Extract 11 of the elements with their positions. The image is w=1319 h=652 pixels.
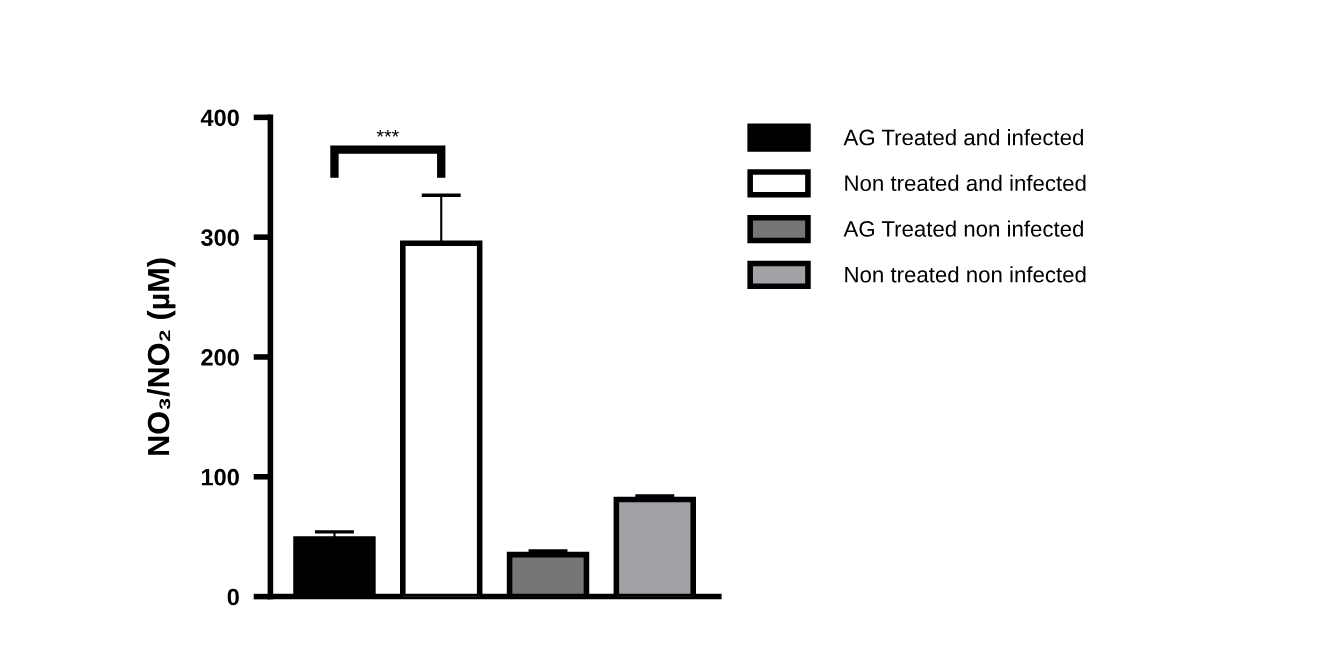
y-tick-label: 100 [201, 468, 239, 486]
y-tick-label: 0 [227, 588, 239, 606]
legend-label: Non treated non infected [845, 266, 1086, 283]
y-axis-title: NO₃/NO₂ (µM) [146, 258, 176, 455]
legend-label: AG Treated and infected [843, 129, 1083, 146]
annotation: *** [376, 129, 399, 137]
y-tick-label: 400 [200, 109, 239, 127]
y-tick-label: 200 [201, 349, 239, 366]
legend-label: AG Treated non infected [843, 220, 1083, 237]
y-tick-label: 300 [200, 229, 239, 246]
legend-label: Non treated and infected [845, 174, 1086, 192]
